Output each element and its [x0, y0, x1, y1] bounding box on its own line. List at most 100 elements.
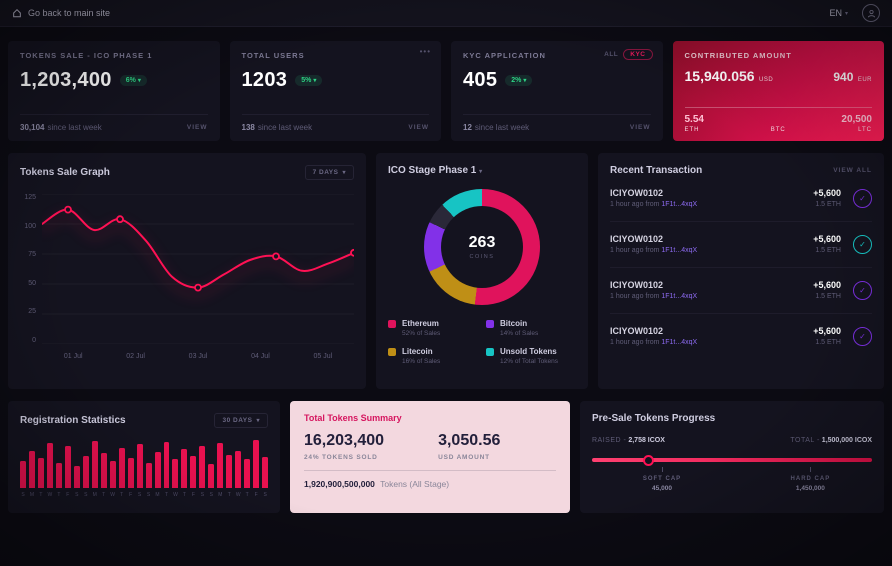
legend-item: Unsold Tokens 12% of Total Tokens [486, 347, 576, 365]
range-dropdown[interactable]: 30 DAYS ▾ [214, 413, 268, 428]
filter-kyc-toggle[interactable]: KYC [623, 49, 653, 60]
transactions-title: Recent Transaction [610, 165, 703, 176]
home-icon [13, 8, 21, 18]
usd-amount: 15,940.056 USD [684, 68, 774, 84]
transaction-amount: +5,600 [813, 326, 841, 336]
back-label: Go back to main site [28, 8, 111, 18]
legend-swatch [486, 348, 494, 356]
view-all-link[interactable]: VIEW ALL [833, 167, 872, 174]
growth-badge-dropdown[interactable]: 6% ▾ [119, 75, 147, 86]
card-title: TOKENS SALE - ICO PHASE 1 [20, 51, 153, 60]
transaction-row: ICIYOW0102 1 hour ago from 1F1t...4xqX +5,… [610, 314, 872, 359]
transaction-meta: 1 hour ago from 1F1t...4xqX [610, 339, 698, 346]
total-users-value: 1203 [241, 69, 288, 91]
progress-slider-track[interactable] [592, 454, 872, 466]
bar [28, 450, 35, 488]
back-to-site-link[interactable]: Go back to main site [12, 8, 110, 18]
tokens-sold-label: 24% TOKENS SOLD [304, 454, 378, 461]
growth-badge-dropdown[interactable]: 5% ▾ [295, 75, 323, 86]
transaction-id: ICIYOW0102 [610, 234, 664, 244]
address-link[interactable]: 1F1t...4xqX [661, 293, 698, 300]
graph-title: Tokens Sale Graph [20, 167, 110, 178]
delta-label: since last week [474, 123, 530, 132]
tokens-sale-graph-card: Tokens Sale Graph 7 DAYS ▾ 125 100 75 50 25 0 … [8, 153, 366, 389]
bar-chart [20, 438, 269, 488]
chevron-down-icon: ▾ [479, 169, 483, 175]
donut-center-value: 263 [468, 234, 496, 251]
delta-label: since last week [257, 123, 313, 132]
view-link[interactable]: VIEW [408, 124, 429, 131]
legend-item: Ethereum 52% of Sales [388, 319, 478, 337]
tokens-sale-value: 1,203,400 [20, 69, 112, 91]
registration-title: Registration Statistics [20, 415, 126, 426]
chevron-down-icon: ▾ [137, 78, 141, 84]
bar [253, 440, 260, 488]
check-circle-icon: ✓ [853, 188, 872, 208]
hard-cap-tick [810, 467, 812, 472]
bar [73, 465, 80, 488]
usd-amount-label: USD AMOUNT [438, 454, 490, 461]
kyc-application-card: ALL KYC KYC APPLICATION 405 2% ▾ 12 since … [451, 41, 663, 141]
bar [181, 449, 188, 488]
tokens-sale-card: TOKENS SALE - ICO PHASE 1 1,203,400 6% ▾ … [8, 41, 220, 141]
donut-chart: 263 COINS [424, 189, 540, 305]
bar [217, 443, 224, 488]
bar [226, 455, 233, 488]
address-link[interactable]: 1F1t...4xqX [661, 201, 698, 208]
topbar: Go back to main site EN ▾ [0, 0, 892, 27]
eur-amount: 940 EUR [833, 70, 872, 84]
transaction-meta: 1 hour ago from 1F1t...4xqX [610, 247, 698, 254]
bar [118, 448, 125, 488]
ico-stage-card: ICO Stage Phase 1 ▾ 263 COINS Ethereum 52… [376, 153, 588, 389]
filter-all-toggle[interactable]: ALL [604, 51, 619, 58]
soft-cap-tick [662, 467, 663, 472]
legend-item: Litecoin 16% of Sales [388, 347, 478, 365]
growth-badge-dropdown[interactable]: 2% ▾ [505, 75, 533, 86]
bar [37, 458, 44, 488]
view-link[interactable]: VIEW [629, 124, 651, 131]
transaction-row: ICIYOW0102 1 hour ago from 1F1t...4xqX +5,… [610, 222, 872, 268]
address-link[interactable]: 1F1t...4xqX [661, 339, 698, 346]
bar [100, 453, 107, 488]
bar [109, 460, 116, 488]
card-title: CONTRIBUTED AMOUNT [684, 51, 792, 60]
bar [199, 445, 206, 488]
total-amount: TOTAL -1,500,000 ICOX [790, 437, 872, 444]
bar [20, 460, 26, 488]
bar [136, 444, 143, 488]
legend-item: Bitcoin 14% of Sales [486, 319, 576, 337]
language-selector[interactable]: EN ▾ [829, 8, 848, 18]
transaction-amount: +5,600 [813, 280, 841, 290]
coin-amount: 5.54 ETH [684, 114, 704, 133]
dashboard-content: TOKENS SALE - ICO PHASE 1 1,203,400 6% ▾ … [0, 27, 892, 513]
range-dropdown[interactable]: 7 DAYS ▾ [304, 165, 354, 180]
summary-title: Total Tokens Summary [304, 413, 402, 423]
view-link[interactable]: VIEW [186, 124, 208, 131]
transaction-list: ICIYOW0102 1 hour ago from 1F1t...4xqX +5,… [610, 176, 872, 359]
bar [244, 459, 251, 488]
line-chart [42, 194, 354, 344]
chevron-down-icon: ▾ [313, 78, 317, 84]
legend-swatch [388, 348, 396, 356]
presale-progress-card: Pre-Sale Tokens Progress RAISED -2,758 I… [580, 401, 884, 513]
progress-slider-knob[interactable] [643, 454, 654, 466]
legend-swatch [486, 320, 494, 328]
address-link[interactable]: 1F1t...4xqX [661, 247, 698, 254]
bar [235, 451, 242, 488]
total-users-card: ••• TOTAL USERS 1203 5% ▾ 138 since last w… [229, 41, 441, 141]
hard-cap-marker: HARD CAP 1,450,000 [790, 476, 831, 492]
bar [82, 455, 89, 488]
transaction-id: ICIYOW0102 [610, 188, 664, 198]
delta-value: 30,104 [20, 123, 45, 132]
transaction-eth: 1.5 ETH [815, 293, 841, 300]
user-avatar[interactable] [862, 4, 880, 22]
ico-stage-dropdown[interactable]: ICO Stage Phase 1 ▾ [388, 165, 483, 176]
progress-title: Pre-Sale Tokens Progress [592, 413, 716, 424]
tokens-sold-value: 16,203,400 [304, 432, 385, 449]
delta-label: since last week [47, 123, 102, 132]
more-menu-icon[interactable]: ••• [419, 47, 431, 56]
transaction-meta: 1 hour ago from 1F1t...4xqX [610, 293, 698, 300]
total-tokens-value: 1,920,900,500,000 [304, 479, 375, 489]
chevron-down-icon: ▾ [256, 418, 260, 424]
card-title: KYC APPLICATION [463, 51, 546, 60]
